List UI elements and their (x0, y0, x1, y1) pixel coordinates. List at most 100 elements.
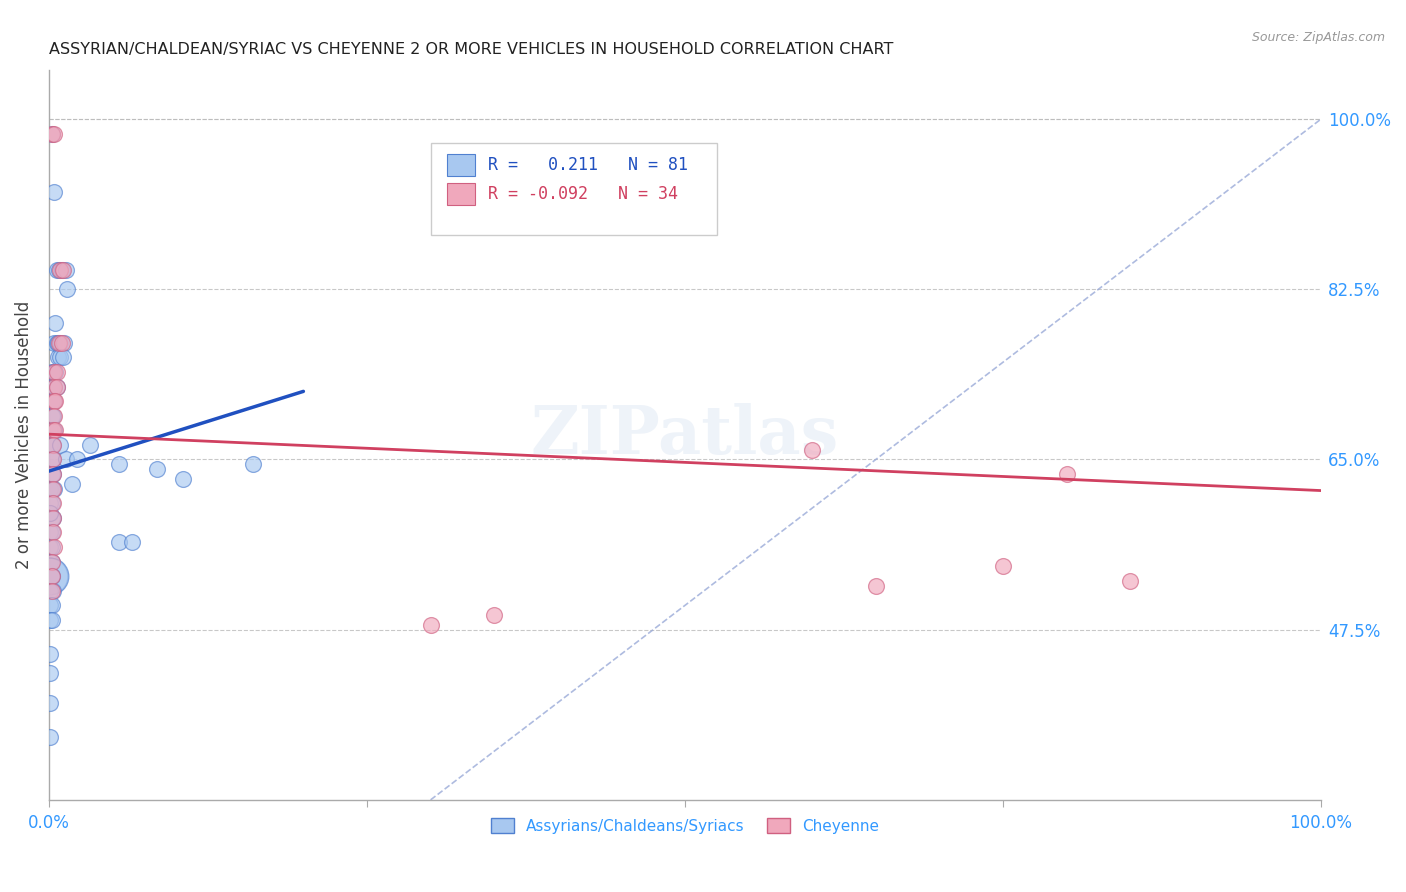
Point (146, 462, 169, 476)
Point (42, 423, 65, 437)
Point (42, 467, 65, 481)
Point (44, 316, 66, 330)
Legend: Assyrians/Chaldeans/Syriacs, Cheyenne: Assyrians/Chaldeans/Syriacs, Cheyenne (485, 812, 886, 839)
Point (55, 282, 77, 296)
Point (39, 569, 62, 583)
Point (42, 379, 65, 393)
Point (41, 555, 63, 569)
Point (41, 409, 63, 423)
Point (52, 262, 75, 277)
Point (39, 423, 62, 437)
Point (39, 599, 62, 613)
Point (39, 525, 62, 540)
Point (482, 608, 505, 623)
Point (42, 511, 65, 525)
Point (41, 482, 63, 496)
Point (42, 452, 65, 467)
FancyBboxPatch shape (430, 144, 717, 235)
Point (42, 540, 65, 554)
Point (55, 452, 77, 467)
Point (42, 379, 65, 393)
Point (42, 394, 65, 409)
Point (49, 438, 72, 452)
Point (42, 335, 65, 350)
Point (41, 613, 63, 627)
Point (46, 335, 69, 350)
Point (53, 335, 76, 350)
Point (42, 525, 65, 540)
Point (41, 452, 63, 467)
Point (39, 482, 62, 496)
Point (55, 262, 77, 277)
Point (41, 365, 63, 379)
Point (42, 394, 65, 409)
Point (41, 511, 63, 525)
Point (42, 409, 65, 423)
Point (991, 559, 1014, 574)
Point (41, 379, 63, 393)
Point (41, 496, 63, 510)
Text: R =   0.211   N = 81: R = 0.211 N = 81 (488, 156, 688, 174)
Point (42, 482, 65, 496)
Bar (447, 154, 475, 177)
Point (45, 335, 67, 350)
Point (42, 452, 65, 467)
Point (38, 569, 60, 583)
Point (51, 335, 73, 350)
Point (49, 262, 72, 277)
Point (41, 394, 63, 409)
Point (41, 599, 63, 613)
Text: ZIPatlas: ZIPatlas (531, 402, 839, 467)
Point (48, 262, 70, 277)
Point (42, 185, 65, 199)
Point (41, 127, 63, 141)
Point (49, 335, 72, 350)
Point (801, 442, 824, 457)
Point (39, 613, 62, 627)
Point (42, 438, 65, 452)
Point (41, 555, 63, 569)
Bar (447, 184, 475, 205)
Point (41, 525, 63, 540)
Point (41, 467, 63, 481)
Point (42, 438, 65, 452)
Point (52, 351, 75, 365)
Point (41, 583, 63, 598)
Point (42, 423, 65, 437)
Point (42, 467, 65, 481)
Point (242, 458, 264, 472)
Point (41, 569, 63, 583)
Point (39, 438, 62, 452)
Point (41, 569, 63, 583)
Point (49, 351, 72, 365)
Point (39, 730, 62, 744)
Point (44, 423, 66, 437)
Point (172, 472, 194, 486)
Point (51, 262, 73, 277)
Point (66, 452, 89, 467)
Point (42, 365, 65, 379)
Point (45, 262, 67, 277)
Point (41, 127, 63, 141)
Point (39, 496, 62, 510)
Point (673, 803, 696, 817)
Point (42, 409, 65, 423)
Point (39, 666, 62, 681)
Point (42, 127, 65, 141)
Point (1119, 574, 1142, 588)
Point (41, 423, 63, 437)
Point (42, 583, 65, 598)
Point (108, 458, 131, 472)
Point (79, 438, 101, 452)
Point (42, 379, 65, 393)
Point (39, 506, 62, 520)
Point (419, 617, 441, 632)
Point (42, 496, 65, 510)
Point (42, 423, 65, 437)
Point (45, 365, 67, 379)
Point (42, 511, 65, 525)
Point (108, 535, 131, 549)
Point (44, 365, 66, 379)
Point (39, 555, 62, 569)
Point (42, 482, 65, 496)
